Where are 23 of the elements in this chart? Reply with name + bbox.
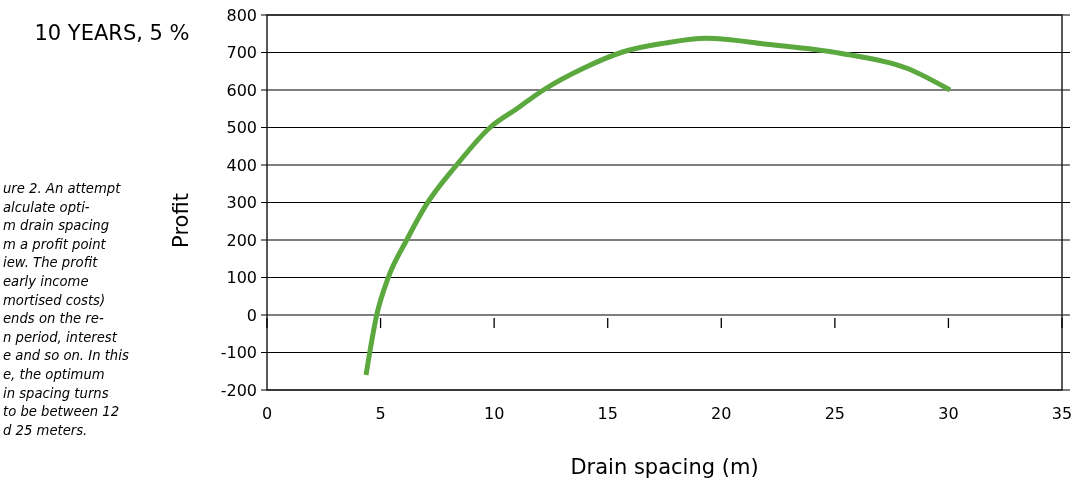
y-tick-label: 0	[246, 305, 257, 325]
x-tick-label: 10	[483, 404, 505, 423]
y-tick-label: 700	[226, 43, 257, 63]
y-tick-label: 500	[226, 118, 257, 138]
x-tick-label: 35	[1051, 404, 1073, 423]
y-tick-label: 100	[226, 268, 257, 288]
y-tick-label: 800	[226, 5, 257, 25]
text: ure 2. An attempt alculate opti- m drain spacing m a profit point iew. The profit early income mortised costs) ends on the re- n period, interest e and so on. In this e, the optimum in spacing turns to be between 12 d 25 meters.	[3, 181, 129, 438]
y-tick-label: -100	[220, 343, 257, 363]
chart-title: 10 YEARS, 5 %	[34, 21, 190, 45]
y-axis-title: Profit	[169, 193, 193, 248]
x-tick-label: 5	[375, 404, 386, 423]
x-tick-label: 15	[597, 404, 618, 423]
y-tick-label: -200	[220, 380, 257, 400]
y-tick-label: 300	[226, 193, 257, 213]
x-tick-label: 20	[711, 404, 732, 423]
x-axis-title: Drain spacing (m)	[570, 455, 759, 479]
x-tick-label: 30	[938, 404, 959, 423]
y-tick-label: 200	[226, 230, 257, 250]
x-tick-label: 25	[824, 404, 846, 423]
y-tick-label: 400	[226, 155, 257, 175]
y-tick-label: 600	[226, 80, 257, 100]
x-tick-label: 0	[261, 404, 273, 423]
